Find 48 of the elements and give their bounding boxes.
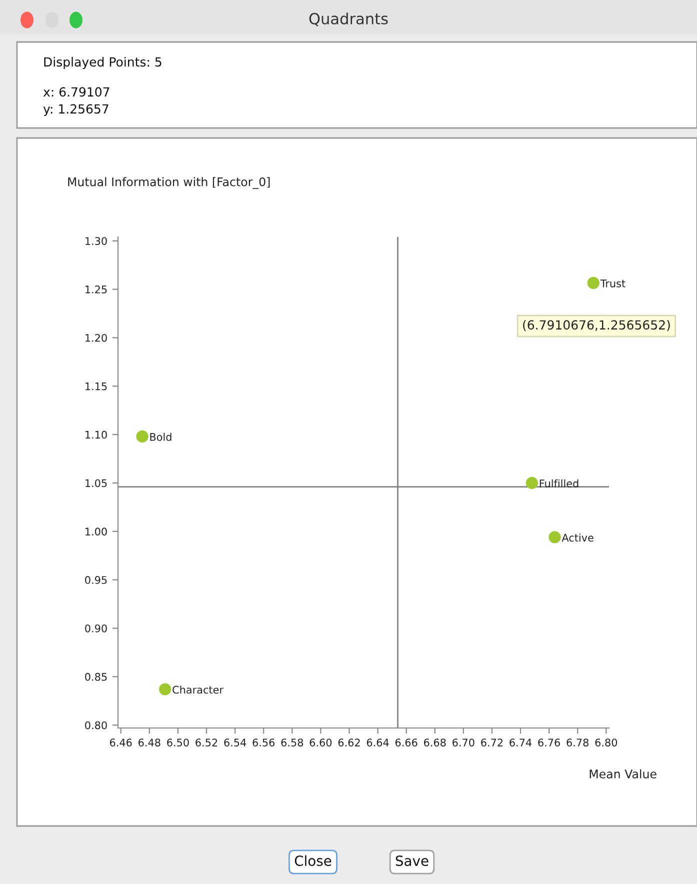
text: y: 1.25657 xyxy=(43,104,108,116)
x-tick-label: 6.54 xyxy=(224,738,246,746)
x-tick-label: 6.58 xyxy=(281,738,304,746)
chart-title: Quadrants xyxy=(309,12,388,26)
y-tick-label: 1.25 xyxy=(86,286,107,294)
x-tick-label: 6.48 xyxy=(138,738,160,746)
point xyxy=(159,683,172,696)
x-tick-label: 6.60 xyxy=(310,738,332,746)
y-axis-title: Mutual Information with [Factor_0] xyxy=(68,177,270,189)
annotation: Character xyxy=(172,686,224,694)
x-tick-label: 6.70 xyxy=(452,738,474,746)
y-tick-label: 0.90 xyxy=(85,624,107,632)
x-tick-label: 6.74 xyxy=(510,738,532,746)
annotation: Trust xyxy=(600,280,626,288)
y-tick-label: 1.05 xyxy=(86,479,107,488)
annotation: Fulfilled xyxy=(540,479,578,488)
x-axis-title: Mean Value xyxy=(590,769,656,778)
x-tick-label: 6.56 xyxy=(252,738,275,746)
text: Close xyxy=(294,855,332,866)
point xyxy=(526,476,538,490)
y-tick-label: 0.85 xyxy=(85,672,107,681)
text: Displayed Points: 5 xyxy=(44,56,162,70)
annotation: (6.7910676,1.2565652) xyxy=(523,320,670,332)
y-tick-label: 1.30 xyxy=(86,237,107,245)
y-tick-label: 1.10 xyxy=(86,430,107,439)
text: Save xyxy=(396,856,428,866)
x-tick-label: 6.78 xyxy=(566,738,588,746)
y-tick-label: 1.00 xyxy=(86,528,107,536)
text: x: 6.79107 xyxy=(43,87,110,97)
x-tick-label: 6.64 xyxy=(366,738,389,746)
x-tick-label: 6.50 xyxy=(167,738,189,746)
point xyxy=(136,430,148,443)
x-tick-label: 6.80 xyxy=(595,738,618,746)
annotation: Bold xyxy=(150,432,172,441)
y-tick-label: 0.80 xyxy=(85,721,107,730)
x-tick-label: 6.62 xyxy=(338,738,360,746)
x-tick-label: 6.52 xyxy=(196,738,218,746)
y-tick-label: 1.15 xyxy=(86,382,107,390)
x-tick-label: 6.66 xyxy=(395,738,418,746)
x-tick-label: 6.72 xyxy=(481,738,503,746)
x-tick-label: 6.46 xyxy=(110,738,132,746)
annotation: Active xyxy=(562,534,594,542)
point xyxy=(587,276,600,290)
x-tick-label: 6.68 xyxy=(424,738,446,746)
x-tick-label: 6.76 xyxy=(538,738,560,746)
point xyxy=(548,531,561,544)
y-tick-label: 0.95 xyxy=(85,576,107,584)
y-tick-label: 1.20 xyxy=(86,334,107,342)
